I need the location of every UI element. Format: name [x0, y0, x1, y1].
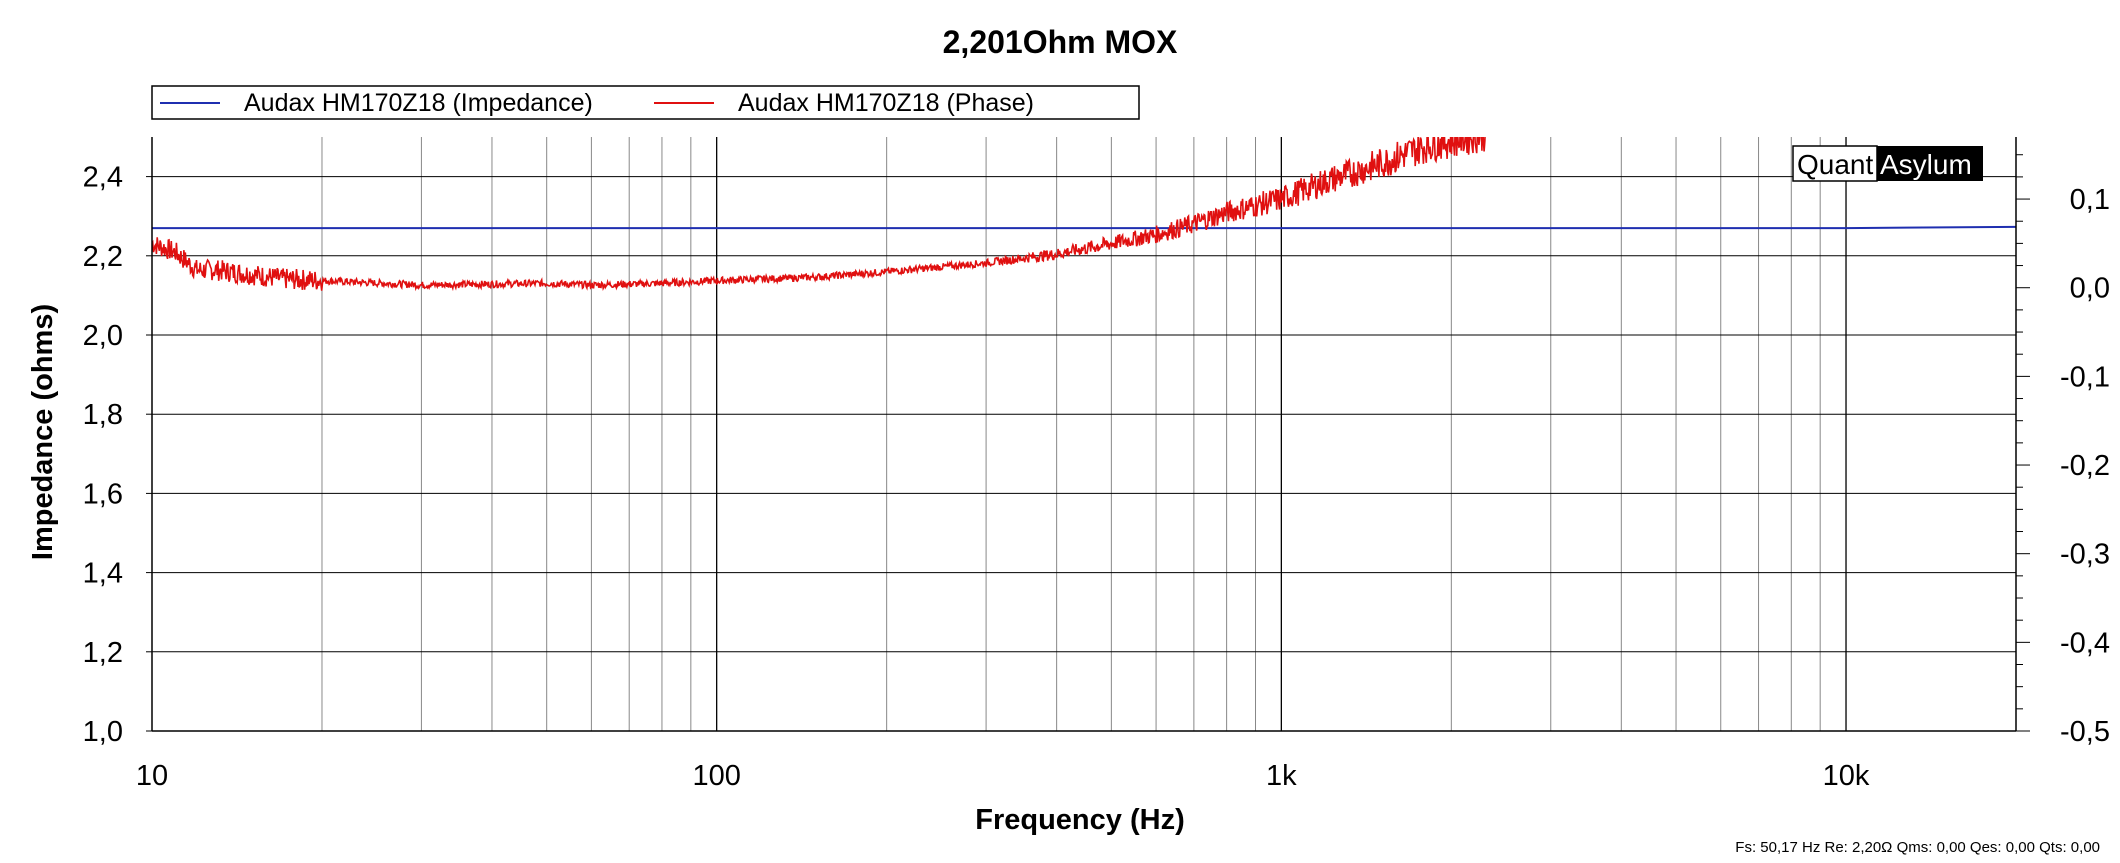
grid	[152, 137, 2016, 731]
y-tick-label: 2,4	[83, 162, 123, 194]
series-group	[152, 137, 2016, 292]
y-tick-label: 1,8	[83, 399, 123, 431]
quantasylum-logo: Quant Asylum	[1792, 145, 1983, 182]
legend: Audax HM170Z18 (Impedance) Audax HM170Z1…	[151, 85, 1140, 120]
y-tick-label: 1,6	[83, 478, 123, 510]
x-tick-label: 100	[692, 760, 740, 792]
logo-text-asylum: Asylum	[1880, 149, 1972, 180]
plot-frame	[151, 137, 2017, 732]
y-tick-label: 2,2	[83, 241, 123, 273]
y2-tick-label: 0,1	[2070, 184, 2110, 216]
x-axis-ticks: 10 100 1k 10k	[136, 760, 1870, 792]
x-tick-label: 1k	[1266, 760, 1297, 792]
legend-label-impedance: Audax HM170Z18 (Impedance)	[244, 89, 593, 117]
logo-box-left	[1792, 145, 1878, 182]
y-tick-label: 1,2	[83, 637, 123, 669]
series-line-impedance	[152, 225, 2016, 230]
y2-tick-label: -0,2	[2060, 450, 2110, 482]
y-tick-label: 1,0	[83, 716, 123, 748]
x-tick-label: 10	[136, 760, 168, 792]
y-tick-label: 2,0	[83, 320, 123, 352]
series-line-phase	[152, 137, 1486, 292]
x-axis-title: Frequency (Hz)	[975, 804, 1184, 836]
x-tick-label: 10k	[1823, 760, 1870, 792]
y-axis-title: Impedance (ohms)	[27, 304, 59, 560]
y2-tick-label: -0,4	[2060, 627, 2110, 659]
legend-label-phase: Audax HM170Z18 (Phase)	[738, 89, 1034, 117]
y-axis-ticks: 1,0 1,2 1,4 1,6 1,8 2,0 2,2 2,4	[83, 162, 152, 748]
logo-text-quant: Quant	[1797, 149, 1873, 180]
y2-tick-label: -0,1	[2060, 361, 2110, 393]
y-tick-label: 1,4	[83, 558, 123, 590]
y2-tick-label: -0,5	[2060, 716, 2110, 748]
footer-stats: Fs: 50,17 Hz Re: 2,20Ω Qms: 0,00 Qes: 0,…	[1735, 839, 2100, 856]
legend-box	[151, 85, 1140, 120]
y2-tick-label: 0,0	[2070, 273, 2110, 305]
y2-tick-label: -0,3	[2060, 539, 2110, 571]
logo-box-right	[1877, 146, 1983, 181]
y2-axis-ticks: 0,1 0,0 -0,1 -0,2 -0,3 -0,4 -0,5	[2016, 154, 2110, 748]
chart-title: 2,201Ohm MOX	[943, 24, 1178, 60]
